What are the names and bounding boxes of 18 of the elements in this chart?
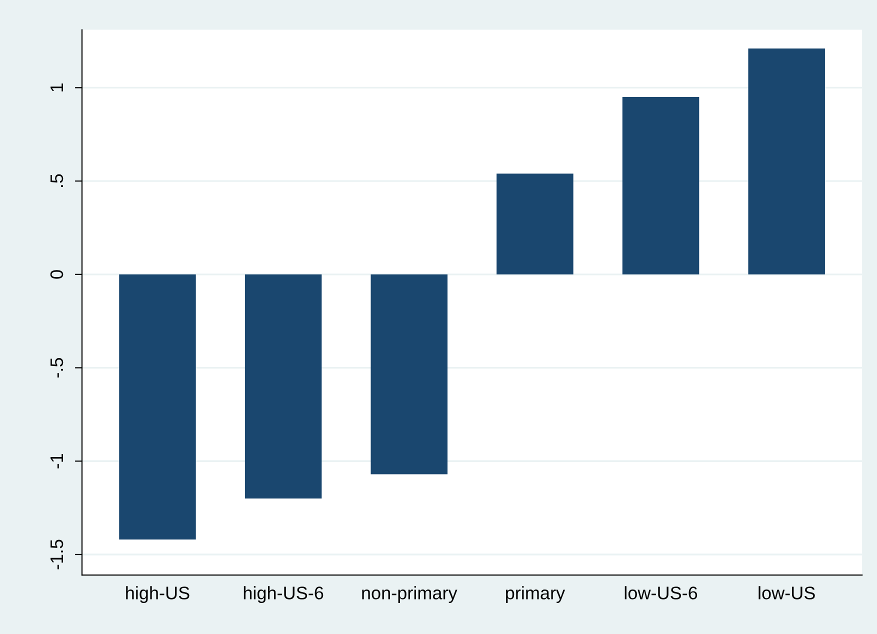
- x-tick-label: non-primary: [362, 586, 458, 603]
- bar: [370, 274, 448, 474]
- bar: [496, 174, 574, 274]
- bar: [748, 48, 825, 274]
- x-tick-label: high-US: [126, 586, 190, 603]
- bar: [622, 97, 700, 274]
- bar: [119, 274, 196, 540]
- y-tick-label: -1: [50, 454, 63, 468]
- y-tick-label: 1: [50, 84, 63, 92]
- x-tick-label: low-US-6: [624, 586, 698, 600]
- bar: [244, 274, 322, 498]
- x-tick-label: high-US-6: [244, 586, 324, 603]
- y-tick-label: 0: [50, 270, 64, 279]
- y-tick-label: -.5: [50, 358, 64, 378]
- y-tick-label: -1.5: [50, 540, 64, 570]
- y-tick-label: .5: [50, 174, 64, 187]
- x-tick-label: low-US: [758, 586, 815, 600]
- x-tick-label: primary: [506, 586, 566, 603]
